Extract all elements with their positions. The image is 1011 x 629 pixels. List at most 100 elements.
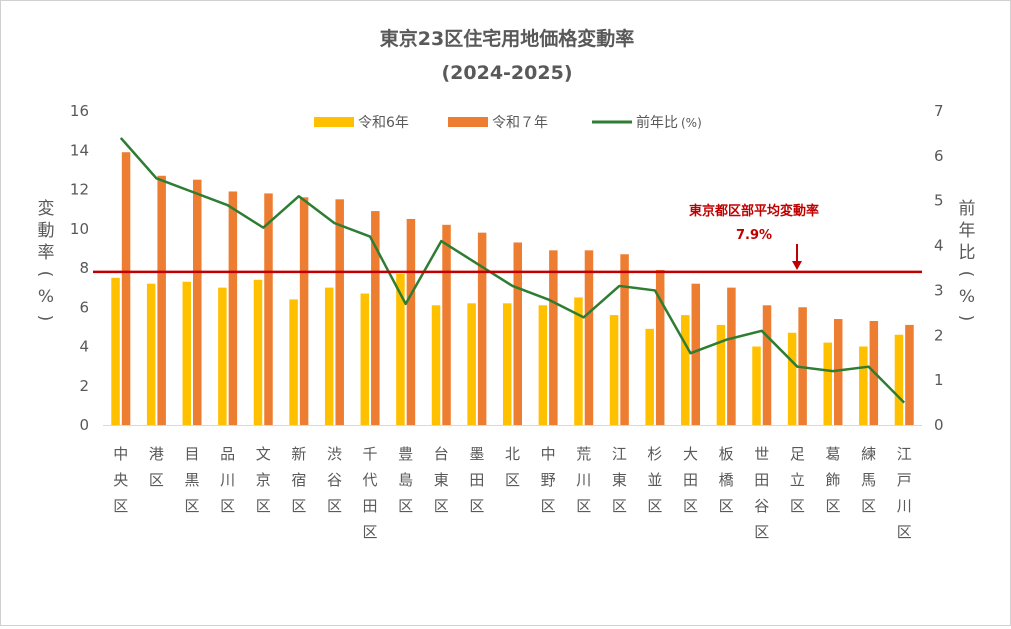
- bar-r7: [584, 250, 594, 425]
- left-tick-label: 2: [79, 377, 89, 395]
- axis-title-char: 前: [959, 199, 976, 219]
- category-label: 新宿区: [291, 445, 306, 515]
- axis-title-char: 年: [959, 221, 976, 241]
- bars-group: [111, 152, 914, 425]
- category-label: 葛飾区: [825, 445, 840, 515]
- category-label: 港区: [149, 445, 164, 489]
- right-axis-title: 前年比 (%): [956, 199, 976, 321]
- category-label: 千代田区: [363, 445, 378, 541]
- right-tick-label: 0: [934, 416, 944, 434]
- bar-r6: [823, 342, 832, 425]
- axis-title-char: (: [35, 271, 55, 278]
- bar-r6: [467, 303, 476, 425]
- bar-r6: [894, 334, 904, 425]
- annotation: 東京都区部平均変動率 7.9%: [689, 203, 819, 270]
- bar-r7: [157, 175, 166, 425]
- bar-r7: [121, 152, 131, 425]
- right-tick-label: 4: [934, 237, 944, 255]
- right-tick-label: 6: [934, 147, 944, 165]
- bar-r6: [396, 273, 405, 425]
- bar-r7: [299, 197, 309, 425]
- bar-r6: [111, 277, 120, 425]
- category-label: 目黒区: [185, 445, 200, 515]
- bar-r7: [905, 324, 914, 425]
- bar-r6: [645, 328, 654, 425]
- category-label: 中野区: [541, 445, 556, 515]
- bar-r7: [228, 191, 238, 425]
- category-label: 豊島区: [398, 445, 413, 515]
- line-ratio: [119, 137, 906, 404]
- bar-r6: [253, 279, 263, 425]
- bar-r7: [371, 211, 380, 425]
- legend-swatch-r7: [448, 117, 488, 127]
- bar-r7: [477, 232, 487, 425]
- chart-subtitle: (2024-2025): [441, 62, 572, 84]
- bar-r6: [681, 315, 690, 425]
- left-tick-label: 4: [79, 338, 89, 356]
- bar-r6: [182, 281, 192, 425]
- axis-title-char: %: [38, 287, 54, 307]
- left-axis-title: 変動率 (%): [35, 199, 55, 321]
- bar-r7: [833, 319, 843, 425]
- category-label: 大田区: [683, 445, 698, 515]
- bar-r7: [264, 193, 273, 425]
- category-label: 墨田区: [469, 445, 484, 515]
- category-label: 中央区: [113, 445, 128, 515]
- bar-r6: [609, 315, 619, 425]
- category-label: 板橋区: [719, 445, 734, 515]
- annotation-arrow-head: [792, 261, 802, 270]
- right-tick-label: 1: [934, 371, 944, 389]
- category-label: 足立区: [790, 445, 805, 515]
- bar-r6: [289, 299, 298, 425]
- bar-r6: [431, 305, 441, 425]
- bar-r7: [406, 218, 416, 425]
- legend-label-ratio: 前年比 (%): [636, 114, 702, 131]
- bar-r7: [727, 287, 736, 425]
- bar-r7: [691, 283, 701, 425]
- category-label: 荒川区: [576, 445, 591, 515]
- left-tick-label: 10: [70, 220, 89, 238]
- category-label: 文京区: [256, 445, 271, 515]
- bar-r7: [193, 179, 202, 425]
- bar-r6: [859, 346, 868, 425]
- right-tick-label: 3: [934, 281, 944, 299]
- right-tick-label: 7: [934, 102, 944, 120]
- category-label: 品川区: [220, 445, 235, 515]
- category-label: 杉並区: [647, 445, 662, 515]
- left-tick-label: 8: [79, 259, 89, 277]
- axis-title-char: ): [956, 315, 976, 322]
- legend: 令和6年 令和７年 前年比 (%): [314, 114, 702, 131]
- category-label: 江東区: [612, 445, 627, 515]
- annotation-value: 7.9%: [736, 228, 772, 243]
- left-axis-ticks: 0 2 4 6 8 10 12 14 16: [70, 102, 89, 434]
- bar-r7: [335, 199, 344, 425]
- right-tick-label: 5: [934, 192, 944, 210]
- bar-r6: [574, 297, 583, 425]
- category-label: 江戸川区: [897, 445, 912, 541]
- axis-title-char: (: [956, 271, 976, 278]
- legend-label-r7: 令和７年: [492, 115, 548, 131]
- category-label: 台東区: [434, 445, 449, 515]
- legend-label-r6: 令和6年: [358, 115, 409, 131]
- axis-title-char: 動: [38, 221, 55, 241]
- category-label: 世田谷区: [754, 445, 769, 541]
- line-series-group: [119, 137, 906, 404]
- legend-swatch-r6: [314, 117, 354, 127]
- bar-r7: [655, 269, 665, 425]
- annotation-label: 東京都区部平均変動率: [689, 203, 819, 219]
- bar-r6: [503, 303, 512, 425]
- bar-r7: [442, 224, 451, 425]
- bar-r6: [146, 283, 156, 425]
- bar-r6: [787, 332, 797, 425]
- category-label: 練馬区: [861, 445, 876, 515]
- bar-r6: [360, 293, 370, 425]
- bar-r7: [549, 250, 558, 425]
- right-tick-label: 2: [934, 326, 944, 344]
- category-labels: 中央区 港区 目黒区 品川区 文京区 新宿区 渋谷区 千代田区 豊島区 台東区 墨田区 北区 中野区 荒川…: [113, 445, 911, 541]
- category-label: 北区: [505, 445, 520, 489]
- axis-title-char: %: [959, 287, 975, 307]
- bar-r6: [324, 287, 334, 425]
- axis-title-char: 比: [959, 243, 976, 263]
